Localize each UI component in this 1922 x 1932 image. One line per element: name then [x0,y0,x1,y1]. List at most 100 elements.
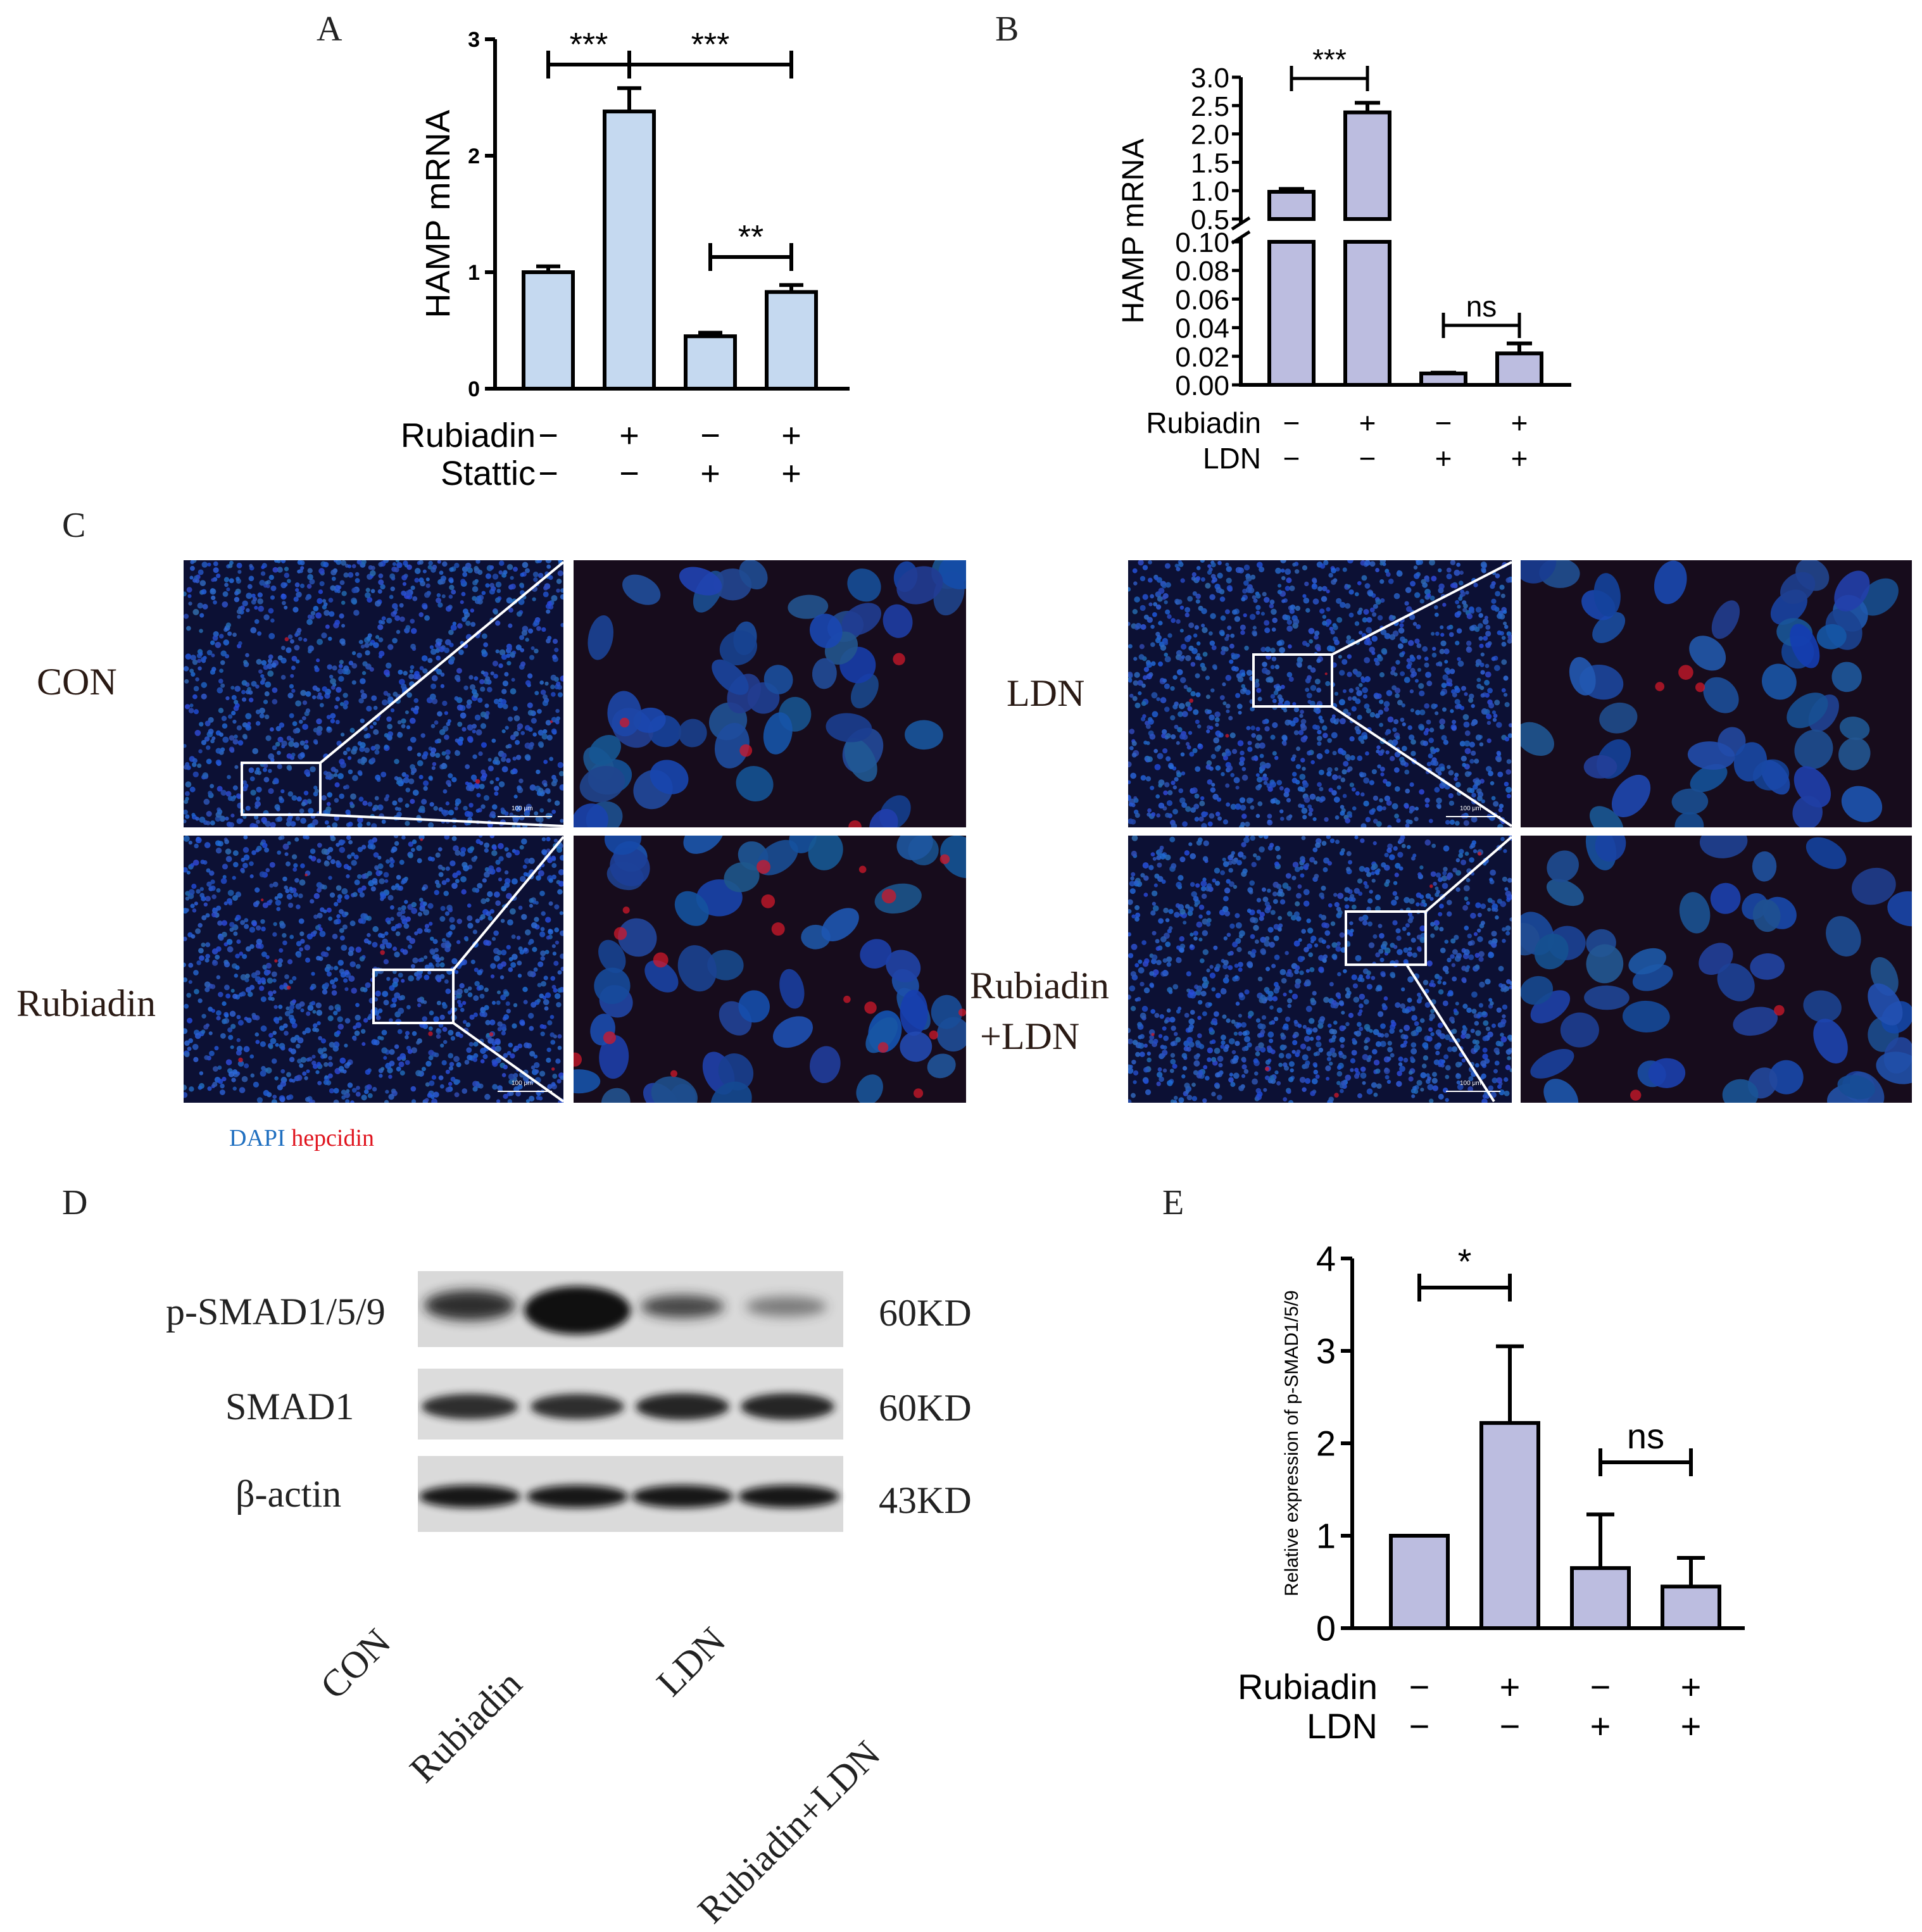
treatment-sign: − [1435,406,1452,439]
stain-legend: DAPI hepcidin [229,1124,374,1152]
scale-bar-label: 100 μm [1460,1080,1481,1087]
label-rubiadin-ldn-2: +LDN [980,1013,1079,1060]
treatment-sign: − [1500,1706,1521,1746]
treatment-sign: + [1511,442,1528,475]
bar-lower [1269,242,1314,385]
treatment-label: LDN [1307,1706,1378,1746]
y-tick-label: 0.06 [1175,284,1229,315]
y-tick-label: 0.10 [1175,227,1229,258]
treatment-sign: − [1409,1667,1430,1707]
bar [1391,1536,1448,1628]
treatment-label: Rubiadin [1238,1667,1378,1707]
treatment-sign: + [619,417,639,455]
treatment-sign: + [1359,406,1376,439]
treatment-label: Stattic [441,455,536,492]
blot-band [419,1485,520,1508]
y-tick-label: 2 [1316,1424,1336,1464]
y-tick-label: 0 [1316,1609,1336,1648]
treatment-sign: + [1681,1706,1702,1746]
significance-label: ns [1466,290,1497,323]
significance-label: *** [691,27,730,63]
y-tick-label: 1 [1316,1516,1336,1556]
y-tick-label: 3 [468,28,480,52]
bar [1662,1586,1719,1628]
treatment-sign: + [1435,442,1452,475]
legend-dapi: DAPI [229,1125,286,1151]
y-tick-label: 2.0 [1191,120,1229,151]
y-tick-label: 4 [1316,1239,1336,1279]
scale-bar-label: 100 μm [512,805,533,812]
micrograph-rubiadin-zoom [574,836,966,1103]
bar [1421,373,1466,385]
significance-label: ** [738,219,763,256]
y-tick-label: 3.0 [1191,63,1229,94]
treatment-sign: + [1681,1667,1702,1707]
panel-letter-b: B [995,9,1019,49]
lane-label-rubiadin: Rubiadin [401,1662,531,1791]
y-tick-label: 0.00 [1175,370,1229,401]
y-tick-label: 1 [468,261,480,285]
significance-label: *** [570,27,608,63]
treatment-sign: − [700,417,720,455]
blot-band [524,1286,631,1334]
y-tick-label: 3 [1316,1331,1336,1371]
bar [524,272,573,389]
micrograph-ldn-overview [1128,560,1512,827]
treatment-sign: + [1511,406,1528,439]
scale-bar-label: 100 μm [512,1080,533,1087]
micrograph-rubiadin-overview [184,836,563,1103]
label-ldn: LDN [1007,670,1084,717]
panel-letter-d: D [62,1182,87,1223]
bar [1481,1423,1538,1628]
micrograph-con-zoom [574,560,966,827]
blot-label-smad1: SMAD1 [225,1385,354,1429]
treatment-sign: − [538,417,558,455]
y-tick-label: 1.0 [1191,176,1229,207]
treatment-sign: + [781,417,801,455]
blot-band [741,1393,834,1420]
treatment-sign: + [781,455,801,492]
treatment-sign: − [619,455,639,492]
blot-band [632,1485,733,1508]
micrograph-rubiadin-ldn-overview [1128,836,1512,1103]
micrograph-ldn-zoom [1521,560,1912,827]
treatment-sign: + [1500,1667,1521,1707]
legend-hepcidin: hepcidin [291,1125,374,1151]
y-tick-label: 2 [468,144,480,168]
y-tick-label: 0.08 [1175,256,1229,287]
chart-b: 0.51.01.52.02.53.00.000.020.040.060.080.… [1102,13,1684,494]
lane-label-rubiadin-ldn: Rubiadin+LDN [689,1733,889,1932]
label-rubiadin-ldn-1: Rubiadin [970,962,1109,1010]
treatment-sign: + [1590,1706,1611,1746]
micrograph-rubiadin-ldn-zoom [1521,836,1912,1103]
significance-label: *** [1312,43,1347,76]
blot-band [424,1290,515,1320]
y-tick-label: 0 [468,377,480,401]
bar-upper [1269,192,1314,219]
lane-label-con: CON [312,1621,399,1708]
bar [605,111,654,389]
blot-band [422,1394,518,1419]
treatment-sign: − [1409,1706,1430,1746]
y-axis-label: HAMP mRNA [419,110,457,318]
bar [1497,353,1542,385]
treatment-label: LDN [1203,442,1261,475]
treatment-sign: + [700,455,720,492]
panel-letter-e: E [1162,1182,1184,1223]
panel-letter-a: A [317,9,342,49]
blot-band [738,1485,839,1508]
blot-band [527,1485,628,1508]
blot-band [531,1394,624,1419]
bar-upper [1345,113,1390,219]
bar [1572,1568,1629,1628]
kd-label: 43KD [879,1479,972,1522]
treatment-label: Rubiadin [1146,406,1261,439]
significance-label: * [1458,1241,1472,1281]
blot-label-p-smad: p-SMAD1/5/9 [166,1290,386,1334]
blot-band [641,1295,724,1318]
y-tick-label: 1.5 [1191,147,1229,179]
blot-label-beta-actin: β-actin [236,1472,341,1516]
western-blot [418,1266,861,1545]
